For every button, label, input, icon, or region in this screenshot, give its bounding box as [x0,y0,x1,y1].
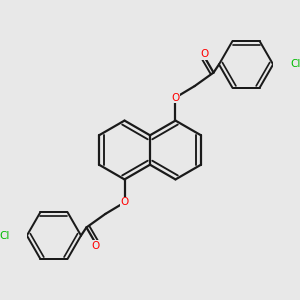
Text: O: O [92,241,100,251]
Text: O: O [200,49,208,59]
Text: Cl: Cl [0,231,9,241]
Text: O: O [171,93,180,103]
Text: O: O [120,197,129,207]
Text: Cl: Cl [291,59,300,69]
